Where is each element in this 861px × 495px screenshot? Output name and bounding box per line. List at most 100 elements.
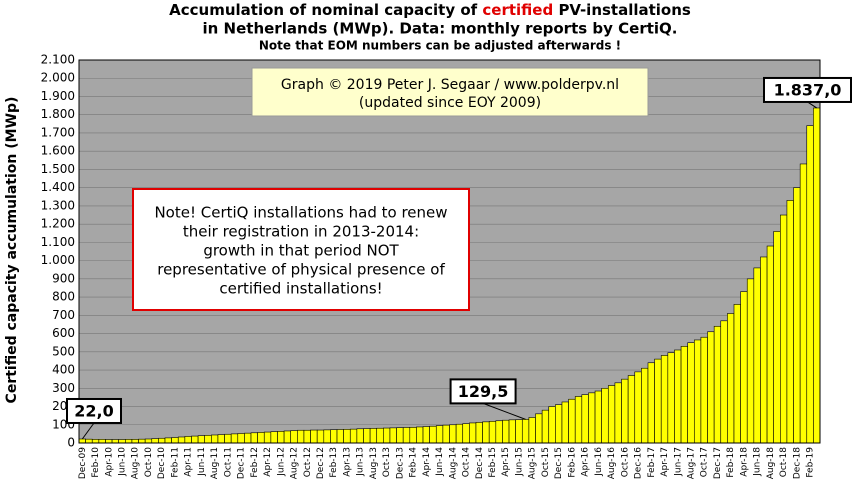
- bar: [515, 419, 523, 444]
- note-box: [132, 188, 470, 311]
- bar: [263, 431, 272, 444]
- note-text: representative of physical presence of: [157, 261, 445, 279]
- y-tick-label: 600: [52, 326, 75, 340]
- note-text: growth in that period NOT: [203, 242, 399, 260]
- x-tick-label: Feb-15: [488, 447, 498, 478]
- bar: [204, 435, 212, 444]
- x-tick-label: Apr-11: [184, 447, 194, 477]
- x-tick-label: Apr-15: [501, 447, 511, 477]
- bar: [660, 355, 669, 444]
- x-tick-label: Feb-16: [567, 447, 577, 478]
- bar: [330, 429, 338, 444]
- x-tick-label: Aug-10: [131, 447, 141, 480]
- bar: [680, 346, 688, 444]
- y-tick-label: 1.200: [41, 217, 75, 231]
- bar: [402, 427, 411, 444]
- bar: [733, 304, 741, 444]
- x-tick-label: Apr-16: [581, 447, 591, 477]
- y-tick-label: 2.000: [41, 71, 75, 85]
- bar: [813, 107, 821, 444]
- x-tick-label: Oct-10: [144, 447, 154, 478]
- y-tick-label: 1.100: [41, 235, 75, 249]
- x-tick-label: Apr-10: [104, 447, 114, 477]
- plot-area: 01002003004005006007008009001.0001.1001.…: [41, 53, 852, 480]
- x-tick-label: Oct-13: [382, 447, 392, 477]
- x-tick-label: Oct-16: [620, 447, 630, 478]
- x-tick-label: Oct-14: [462, 447, 472, 478]
- bar: [449, 424, 457, 444]
- label-leader: [81, 422, 95, 440]
- bar: [687, 342, 695, 444]
- y-tick-label: 2.100: [41, 53, 75, 67]
- bar: [555, 404, 563, 444]
- value-label-box: [763, 76, 852, 103]
- y-axis-label: Certified capacity accumulation (MWp): [4, 97, 20, 404]
- bar: [548, 406, 556, 444]
- value-label-box: [449, 378, 517, 405]
- x-tick-label: Jun-10: [118, 447, 128, 477]
- bar: [627, 375, 636, 444]
- bar: [85, 438, 93, 444]
- x-tick-label: Dec-13: [395, 447, 405, 479]
- bar: [151, 438, 159, 444]
- credit-text: Graph © 2019 Peter J. Segaar / www.polde…: [281, 77, 619, 93]
- x-tick-label: Oct-17: [700, 447, 710, 477]
- bar: [323, 429, 331, 444]
- y-tick-label: 800: [52, 290, 75, 304]
- x-tick-label: Jun-13: [356, 447, 366, 477]
- y-tick-label: 1.600: [41, 144, 75, 158]
- chart-title: in Netherlands (MWp). Data: monthly repo…: [203, 20, 678, 38]
- bar: [290, 430, 298, 444]
- x-tick-label: Aug-14: [448, 447, 458, 480]
- x-tick-label: Dec-17: [713, 447, 723, 479]
- credit-box: [251, 67, 649, 117]
- bar: [224, 433, 232, 444]
- bar: [495, 420, 503, 444]
- bar: [707, 331, 715, 444]
- bar: [237, 433, 245, 444]
- bar: [211, 434, 219, 444]
- x-tick-label: Apr-13: [342, 447, 352, 477]
- x-tick-label: Aug-17: [686, 447, 696, 479]
- bar: [310, 429, 318, 444]
- bar: [297, 429, 305, 444]
- bar: [343, 429, 351, 444]
- bar: [191, 435, 199, 444]
- x-tick-label: Dec-14: [475, 447, 485, 479]
- x-tick-label: Dec-10: [157, 447, 167, 479]
- bar: [230, 433, 239, 444]
- x-tick-label: Dec-18: [792, 447, 802, 479]
- bar: [244, 432, 252, 444]
- bar: [462, 423, 470, 444]
- bar: [171, 437, 179, 444]
- bar: [806, 125, 814, 444]
- x-tick-label: Oct-15: [541, 447, 551, 477]
- bar: [435, 425, 444, 444]
- x-tick-label: Dec-15: [554, 447, 564, 479]
- note-text: Note! CertiQ installations had to renew: [154, 204, 447, 222]
- bar: [349, 428, 358, 444]
- bar: [475, 422, 483, 444]
- bar: [184, 436, 192, 444]
- bar: [508, 419, 516, 444]
- y-tick-label: 1.500: [41, 162, 75, 176]
- bar: [482, 421, 490, 444]
- value-label: 22,0: [74, 401, 113, 420]
- y-tick-label: 1.000: [41, 253, 75, 267]
- bar: [594, 390, 602, 444]
- bar: [667, 352, 675, 444]
- bar: [766, 245, 774, 444]
- x-tick-label: Jun-14: [435, 447, 445, 477]
- x-tick-label: Feb-17: [647, 447, 657, 478]
- y-tick-label: 400: [52, 363, 75, 377]
- bar: [535, 413, 543, 444]
- bar: [521, 419, 530, 444]
- note-text: their registration in 2013-2014:: [183, 223, 419, 241]
- bar: [429, 425, 437, 444]
- bar: [363, 428, 371, 444]
- bar: [383, 427, 391, 444]
- bar: [469, 422, 477, 444]
- bar: [568, 398, 576, 444]
- bar: [98, 439, 106, 444]
- bar: [270, 431, 278, 444]
